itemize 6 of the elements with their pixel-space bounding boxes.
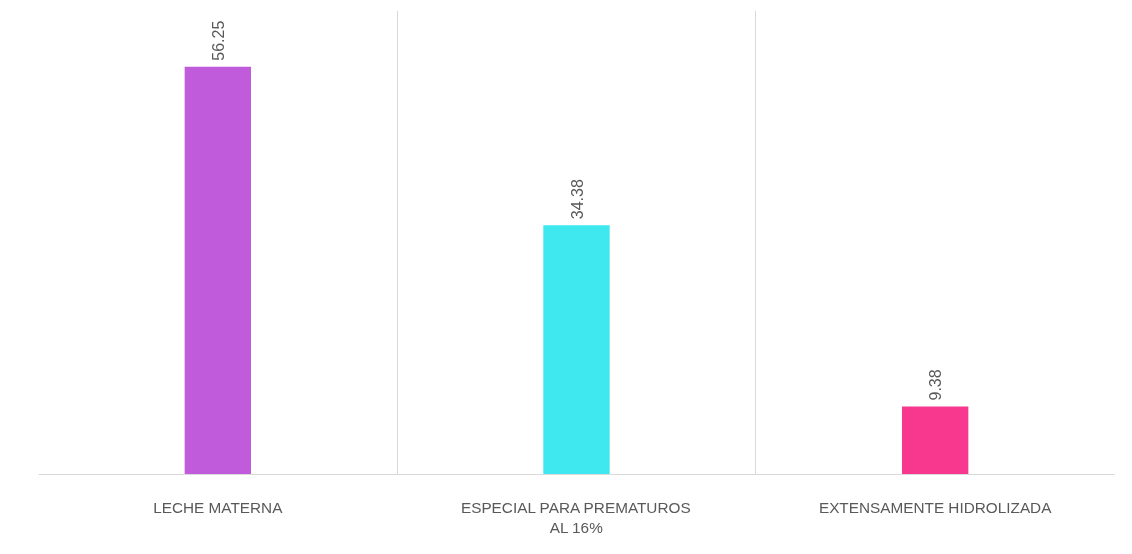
x-tick-label: EXTENSAMENTE HIDROLIZADA: [818, 498, 1053, 516]
data-label: 56.25: [209, 20, 227, 61]
data-label: 34.38: [568, 179, 586, 220]
x-tick-label: LECHE MATERNA: [153, 498, 284, 516]
x-tick-label: ESPECIAL PARA PREMATUROS AL 16%: [460, 498, 691, 536]
data-label: 9.38: [927, 369, 945, 401]
